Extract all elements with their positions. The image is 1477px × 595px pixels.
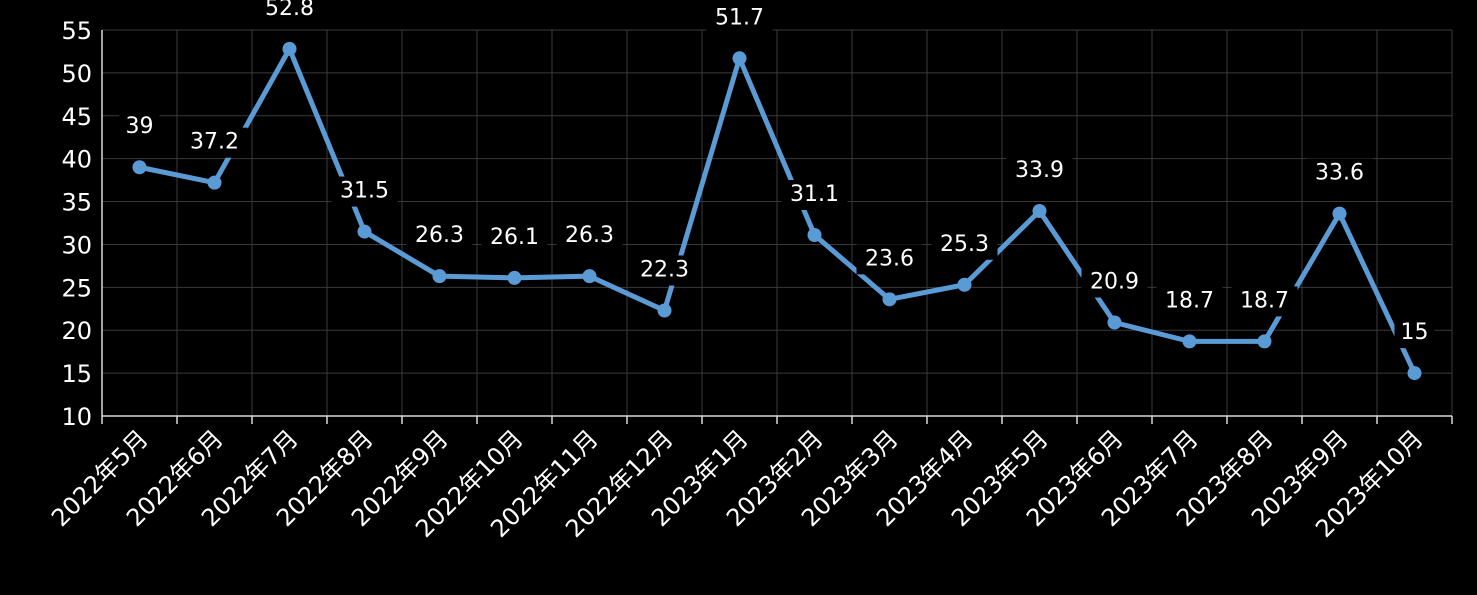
data-labels: 39 37.2 52.8 31.5 26.3 26.1 26.3 22.3 51.7 31.1 23… xyxy=(119,0,1435,349)
data-label: 26.1 xyxy=(481,222,548,253)
data-label-text: 39 xyxy=(126,114,154,139)
data-point-marker xyxy=(357,224,372,239)
data-label-text: 33.9 xyxy=(1015,158,1064,183)
grid-lines xyxy=(102,29,1453,416)
y-tick-label: 45 xyxy=(61,103,92,131)
data-point-marker xyxy=(1182,334,1197,349)
data-label-text: 26.1 xyxy=(490,225,539,250)
data-label-text: 18.7 xyxy=(1165,288,1214,313)
y-tick-label: 25 xyxy=(61,274,92,302)
axes xyxy=(101,30,1453,424)
data-label: 23.6 xyxy=(856,244,923,275)
data-label-background xyxy=(1306,158,1373,189)
data-point-marker xyxy=(207,175,222,190)
data-label: 31.1 xyxy=(781,180,848,211)
data-label: 37.2 xyxy=(181,127,248,158)
data-label-background xyxy=(1156,286,1223,317)
data-label-background xyxy=(1006,155,1073,186)
data-label: 26.3 xyxy=(406,221,473,252)
data-label-background xyxy=(856,244,923,275)
data-point-marker xyxy=(807,228,822,243)
data-point-marker xyxy=(957,277,972,292)
data-label-text: 37.2 xyxy=(190,130,239,155)
data-label: 31.5 xyxy=(331,176,398,207)
data-label-text: 31.5 xyxy=(340,179,389,204)
data-label-background xyxy=(556,221,623,252)
data-label-text: 31.1 xyxy=(790,182,839,207)
y-tick-label: 35 xyxy=(61,189,92,217)
data-label-background xyxy=(406,221,473,252)
data-label-background xyxy=(706,3,773,34)
data-label-text: 26.3 xyxy=(565,223,614,248)
data-label-text: 15 xyxy=(1401,320,1429,345)
data-point-marker xyxy=(1032,203,1047,218)
data-label-background xyxy=(1081,267,1148,298)
data-point-marker xyxy=(657,303,672,318)
y-tick-label: 55 xyxy=(61,17,92,45)
data-point-marker xyxy=(1257,334,1272,349)
data-label: 22.3 xyxy=(631,255,698,286)
data-point-marker xyxy=(582,269,597,284)
data-label-background xyxy=(1394,318,1435,349)
data-point-marker xyxy=(882,292,897,307)
data-label: 33.9 xyxy=(1006,155,1073,186)
y-tick-label: 50 xyxy=(61,60,92,88)
data-label-background xyxy=(931,229,998,260)
data-label-text: 18.7 xyxy=(1240,288,1289,313)
y-tick-label: 10 xyxy=(61,403,92,431)
data-point-marker xyxy=(1407,366,1422,381)
data-label-text: 26.3 xyxy=(415,223,464,248)
data-label: 18.7 xyxy=(1231,286,1298,317)
data-point-marker xyxy=(432,269,447,284)
data-label: 26.3 xyxy=(556,221,623,252)
data-point-marker xyxy=(732,51,747,66)
data-label-text: 51.7 xyxy=(715,5,764,30)
data-label-background xyxy=(631,255,698,286)
data-label: 33.6 xyxy=(1306,158,1373,189)
y-tick-label: 30 xyxy=(61,231,92,259)
data-label-background xyxy=(1231,286,1298,317)
data-label-background xyxy=(181,127,248,158)
data-label-text: 23.6 xyxy=(865,246,914,271)
y-tick-label: 20 xyxy=(61,317,92,345)
x-axis-tick-labels: 2022年5月2022年6月2022年7月2022年8月2022年9月2022年… xyxy=(46,424,1429,543)
data-label: 25.3 xyxy=(931,229,998,260)
data-label-background xyxy=(331,176,398,207)
data-label-text: 22.3 xyxy=(640,257,689,282)
data-label: 18.7 xyxy=(1156,286,1223,317)
data-label: 39 xyxy=(119,112,160,143)
data-label: 52.8 xyxy=(256,0,323,24)
y-tick-label: 40 xyxy=(61,146,92,174)
data-label-text: 20.9 xyxy=(1090,270,1139,295)
data-label-background xyxy=(256,0,323,24)
data-label-background xyxy=(119,112,160,143)
data-point-marker xyxy=(1332,206,1347,221)
data-label: 15 xyxy=(1394,318,1435,349)
data-point-marker xyxy=(282,41,297,56)
data-label: 20.9 xyxy=(1081,267,1148,298)
y-tick-label: 15 xyxy=(61,360,92,388)
data-point-marker xyxy=(1107,315,1122,330)
y-axis-tick-labels: 10 15 20 25 30 35 40 45 50 55 xyxy=(61,17,92,431)
data-label: 51.7 xyxy=(706,3,773,34)
data-label-background xyxy=(781,180,848,211)
data-point-marker xyxy=(132,160,147,175)
data-label-text: 25.3 xyxy=(940,232,989,257)
data-label-text: 33.6 xyxy=(1315,161,1364,186)
data-point-marker xyxy=(507,270,522,285)
data-label-text: 52.8 xyxy=(265,0,314,21)
data-label-background xyxy=(481,222,548,253)
